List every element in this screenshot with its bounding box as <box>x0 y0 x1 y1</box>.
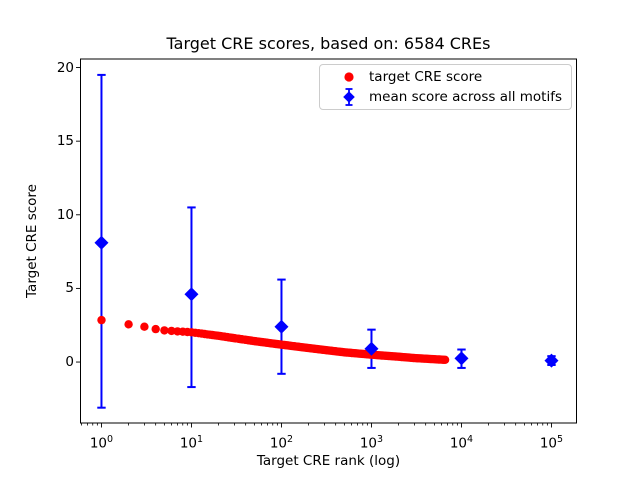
x-tick-label: 101 <box>179 434 204 452</box>
legend-item-target-cre-score: target CRE score <box>329 67 571 87</box>
y-tick-label: 5 <box>65 280 74 297</box>
legend-label: target CRE score <box>369 69 483 85</box>
y-tick-label: 20 <box>56 59 74 76</box>
x-tick-label: 100 <box>89 434 114 452</box>
mean-score-errorbars <box>97 73 556 409</box>
red-circle-marker-icon <box>329 67 369 87</box>
x-tick-label: 104 <box>449 434 474 452</box>
chart-title: Target CRE scores, based on: 6584 CREs <box>166 34 491 53</box>
x-tick-label: 103 <box>359 434 384 452</box>
x-tick-label: 102 <box>269 434 294 452</box>
axis-ticks <box>76 67 552 428</box>
axes-frame <box>80 58 577 424</box>
blue-diamond-errorbar-icon <box>329 87 369 107</box>
x-axis-label: Target CRE rank (log) <box>256 453 401 469</box>
y-tick-label: 10 <box>56 206 74 223</box>
x-tick-label: 105 <box>539 434 564 452</box>
mean-score-diamonds <box>94 235 559 368</box>
legend: target CRE score mean score across all m… <box>319 64 572 110</box>
y-tick-label: 0 <box>65 354 74 371</box>
legend-item-mean-score: mean score across all motifs <box>329 87 571 107</box>
legend-label: mean score across all motifs <box>369 89 563 105</box>
target-score-dots <box>97 315 450 364</box>
y-tick-label: 15 <box>56 133 74 150</box>
